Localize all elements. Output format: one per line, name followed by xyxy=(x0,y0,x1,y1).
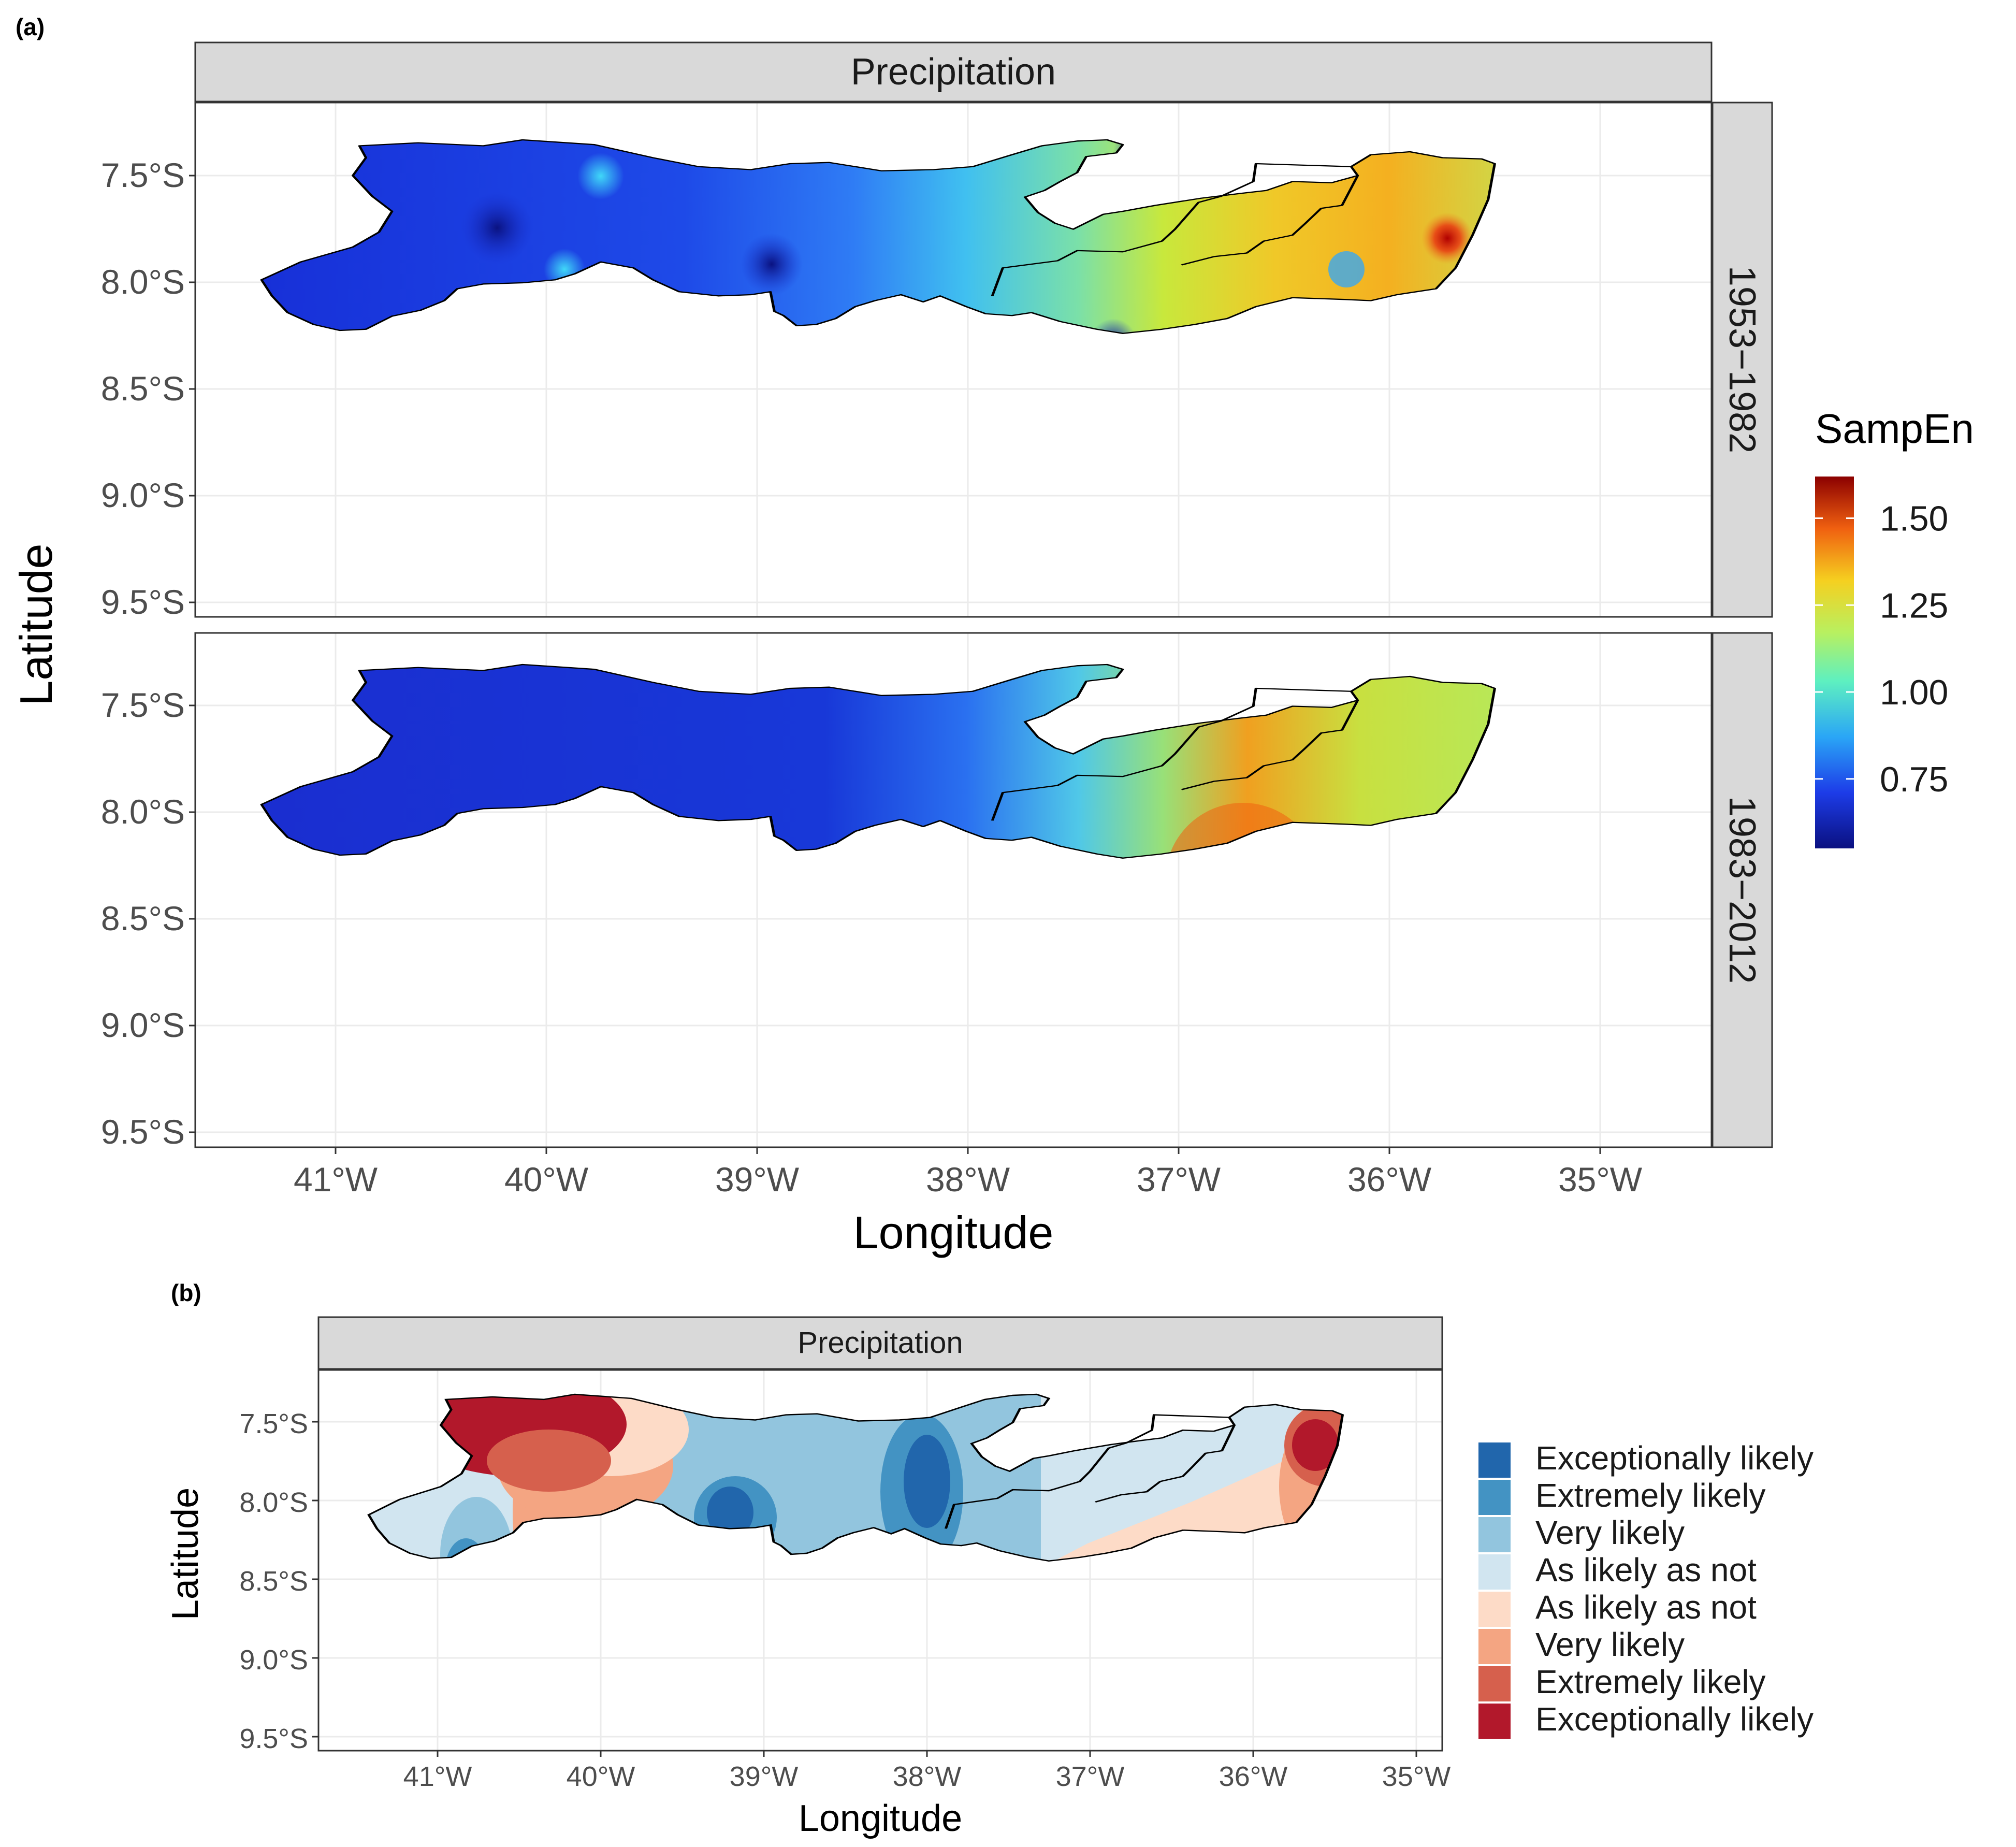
facet1-y-tick-label: 9.5°S xyxy=(101,583,185,621)
legend-swatch xyxy=(1478,1704,1511,1739)
panel-a-label: (a) xyxy=(16,13,45,40)
legend-swatch xyxy=(1478,1517,1511,1552)
panel-b-x-tick-label: 35°W xyxy=(1382,1761,1451,1792)
facet1-y-tick-label: 7.5°S xyxy=(101,156,185,194)
panel-a-x-tick-label: 36°W xyxy=(1347,1160,1432,1199)
panel-b-strip xyxy=(317,1316,1443,1370)
panel-a-x-tick-label: 37°W xyxy=(1137,1160,1221,1199)
panel-a-x-tick-label: 40°W xyxy=(504,1160,589,1199)
facet-label-1: 1953−1982 xyxy=(1721,266,1763,453)
legend-swatch xyxy=(1478,1480,1511,1515)
panel-b-label: (b) xyxy=(171,1279,201,1306)
panel-b-x-tick-label: 38°W xyxy=(893,1761,962,1792)
panel-a-x-tick-label: 39°W xyxy=(715,1160,800,1199)
legend-label: As likely as not xyxy=(1535,1551,1757,1589)
colorbar xyxy=(1815,477,1854,848)
legend-label: As likely as not xyxy=(1535,1589,1757,1626)
legend-label: Extremely likely xyxy=(1535,1477,1766,1514)
legend-label: Exceptionally likely xyxy=(1535,1700,1814,1738)
panel-b-y-tick-label: 9.0°S xyxy=(239,1644,308,1676)
panel-b-y-tick-label: 8.0°S xyxy=(239,1487,308,1518)
facet-1953-1982 xyxy=(194,102,1713,618)
panel-b-y-tick-label: 7.5°S xyxy=(239,1408,308,1439)
colorbar-tick-label: 1.00 xyxy=(1880,673,1948,712)
panel-b-title: Precipitation xyxy=(797,1326,963,1360)
panel-b-x-tick-label: 40°W xyxy=(567,1761,635,1792)
colorbar-tick-label: 0.75 xyxy=(1880,760,1948,799)
facet2-y-tick-label: 8.5°S xyxy=(101,899,185,937)
legend-swatch xyxy=(1478,1666,1511,1701)
legend-label: Very likely xyxy=(1535,1626,1685,1663)
panel-b-x-tick-label: 37°W xyxy=(1056,1761,1125,1792)
panel-b-y-tick-label: 9.5°S xyxy=(239,1723,308,1754)
legend-label: Exceptionally likely xyxy=(1535,1439,1814,1477)
facet2-y-tick-label: 7.5°S xyxy=(101,686,185,724)
panel-a-title: Precipitation xyxy=(851,51,1056,93)
colorbar-tick-label: 1.50 xyxy=(1880,499,1948,539)
facet1-y-tick-label: 8.5°S xyxy=(101,369,185,408)
colorbar-tick-label: 1.25 xyxy=(1880,586,1948,625)
panel-b-map xyxy=(317,1369,1443,1752)
facet2-y-tick-label: 9.5°S xyxy=(101,1113,185,1151)
panel-a-x-tick-label: 41°W xyxy=(294,1160,378,1199)
facet1-y-tick-label: 9.0°S xyxy=(101,476,185,514)
facet-strip-1 xyxy=(1712,102,1773,618)
facet1-y-tick-label: 8.0°S xyxy=(101,263,185,301)
panel-a-x-tick-label: 35°W xyxy=(1558,1160,1643,1199)
panel-b-ylabel: Latitude xyxy=(165,1488,206,1620)
facet-strip-2 xyxy=(1712,632,1773,1148)
panel-a-ylabel: Latitude xyxy=(10,543,62,705)
panel-b-x-tick-label: 39°W xyxy=(730,1761,799,1792)
panel-b-x-tick-label: 36°W xyxy=(1219,1761,1288,1792)
facet-label-2: 1983−2012 xyxy=(1721,796,1763,984)
legend-label: Very likely xyxy=(1535,1514,1685,1551)
legend-swatch xyxy=(1478,1554,1511,1590)
facet2-y-tick-label: 8.0°S xyxy=(101,792,185,831)
panel-a-strip xyxy=(194,41,1713,103)
panel-a-xlabel: Longitude xyxy=(853,1207,1054,1258)
legend-label: Extremely likely xyxy=(1535,1663,1766,1700)
facet-1983-2012 xyxy=(194,632,1713,1148)
legend-title: SampEn xyxy=(1815,406,1974,452)
panel-b-xlabel: Longitude xyxy=(799,1798,962,1839)
panel-a-x-tick-label: 38°W xyxy=(926,1160,1010,1199)
facet2-y-tick-label: 9.0°S xyxy=(101,1006,185,1044)
panel-b-y-tick-label: 8.5°S xyxy=(239,1566,308,1597)
legend-swatch xyxy=(1478,1629,1511,1664)
panel-b-x-tick-label: 41°W xyxy=(403,1761,472,1792)
legend-swatch xyxy=(1478,1592,1511,1627)
legend-swatch xyxy=(1478,1442,1511,1478)
